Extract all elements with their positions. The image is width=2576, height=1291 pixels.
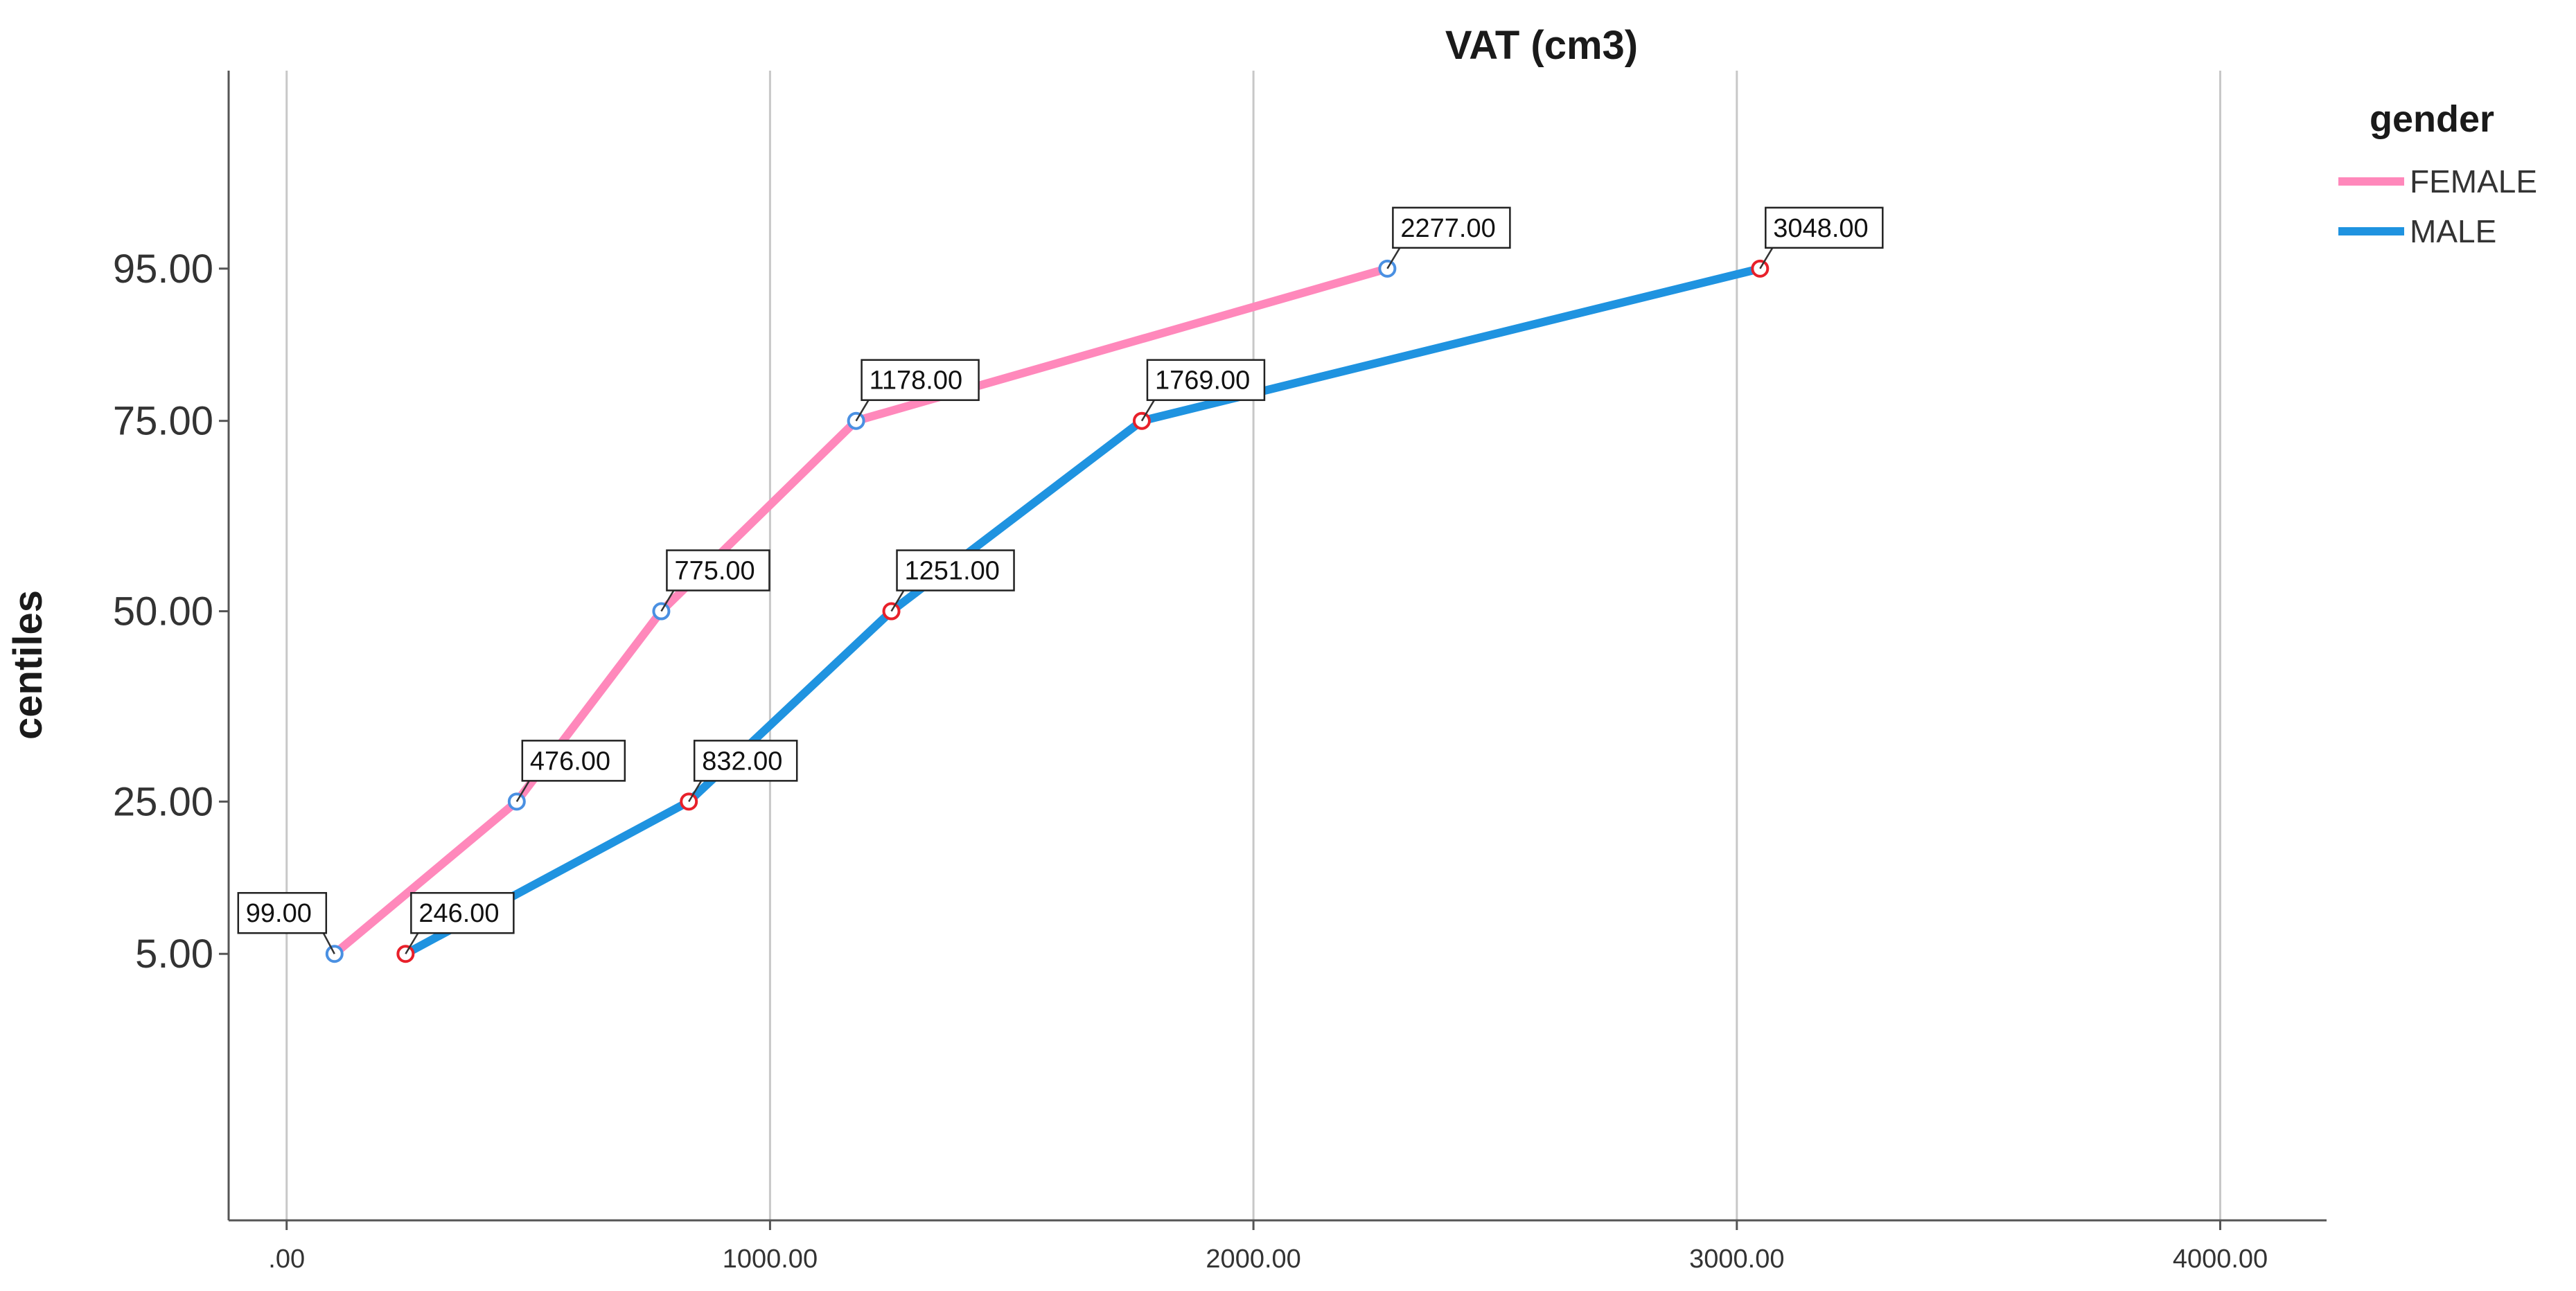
data-label-box: [1146, 359, 1266, 401]
x-tick-label: 4000.00: [2173, 1245, 2268, 1274]
data-label-box: [237, 891, 328, 934]
legend-title: gender: [2370, 98, 2494, 140]
data-label-leader: [405, 932, 419, 954]
data-label-male: 246.00: [418, 899, 499, 928]
legend: gender FEMALE MALE: [2338, 98, 2537, 249]
data-label-male: 832.00: [702, 747, 782, 776]
data-label-leader: [855, 400, 870, 422]
series-lines: [330, 264, 1765, 959]
data-label-female: 476.00: [530, 747, 610, 776]
data-label-box: [521, 740, 626, 782]
gridlines: [285, 71, 2222, 1220]
data-label-leader: [322, 932, 335, 954]
data-label-leader: [688, 780, 703, 803]
data-label-male: 3048.00: [1773, 214, 1868, 243]
x-tick-label: 3000.00: [1689, 1245, 1784, 1274]
data-label-box: [666, 549, 770, 591]
x-axis-ticks: .00 1000.00 2000.00 3000.00 4000.00: [268, 1220, 2268, 1274]
data-label-female: 99.00: [246, 899, 312, 928]
data-label-female: 775.00: [674, 557, 755, 586]
data-label-box: [693, 740, 798, 782]
series-line-male: [401, 264, 1765, 959]
data-label-box: [410, 891, 515, 934]
legend-label-male: MALE: [2410, 213, 2496, 249]
y-tick-label: 75.00: [113, 399, 213, 444]
data-label-male: 1769.00: [1155, 366, 1250, 395]
data-label-leader: [1759, 247, 1774, 269]
legend-label-female: FEMALE: [2410, 163, 2537, 199]
data-label-box: [1765, 206, 1884, 249]
data-label-male: 1251.00: [905, 557, 1000, 586]
y-tick-label: 5.00: [135, 932, 213, 977]
data-label-leader: [890, 589, 905, 612]
data-label-box: [896, 549, 1015, 591]
data-label-box: [1392, 206, 1511, 249]
y-tick-label: 95.00: [113, 247, 213, 292]
x-tick-label: 2000.00: [1206, 1245, 1300, 1274]
data-label-leader: [1140, 400, 1156, 422]
data-label-leader: [515, 780, 530, 803]
y-axis-ticks: 5.00 25.00 50.00 75.00 95.00: [113, 247, 229, 977]
data-label-female: 1178.00: [870, 366, 963, 395]
y-axis-label: centiles: [6, 590, 51, 740]
data-label-box: [861, 359, 980, 401]
x-tick-label: .00: [268, 1245, 305, 1274]
chart-title: VAT (cm3): [1445, 23, 1638, 68]
y-tick-label: 50.00: [113, 589, 213, 634]
data-label-female: 2277.00: [1400, 214, 1495, 243]
data-label-leader: [1386, 247, 1401, 269]
data-label-leader: [660, 589, 675, 612]
data-labels: 99.00 476.00 775.00 1178.00 2277.00 246.00 832…: [237, 206, 1884, 954]
y-tick-label: 25.00: [113, 779, 213, 824]
x-tick-label: 1000.00: [723, 1245, 818, 1274]
